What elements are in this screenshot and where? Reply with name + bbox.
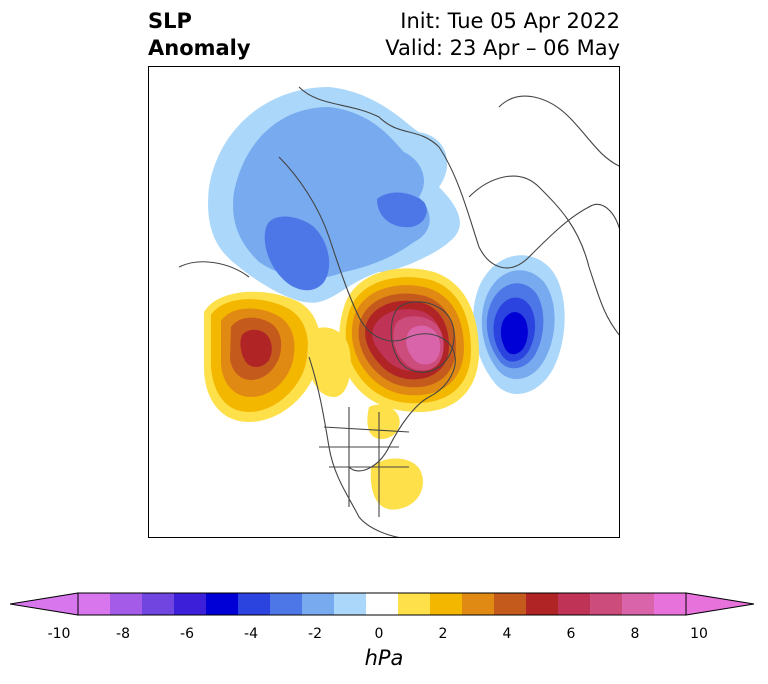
colorbar-tick-label: -4 bbox=[244, 626, 258, 642]
colorbar-tick-label: 6 bbox=[566, 626, 576, 642]
colorbar-tick-label: -2 bbox=[308, 626, 322, 642]
colorbar-segment bbox=[526, 593, 559, 615]
colorbar bbox=[10, 592, 755, 616]
positive-anomaly-pacific bbox=[204, 291, 321, 422]
colorbar-segment bbox=[334, 593, 367, 615]
colorbar-segment bbox=[590, 593, 623, 615]
colorbar-segment bbox=[558, 593, 591, 615]
colorbar-segment bbox=[462, 593, 495, 615]
colorbar-segment bbox=[302, 593, 335, 615]
colorbar-tick-label: -6 bbox=[180, 626, 194, 642]
negative-anomaly-arctic bbox=[208, 87, 460, 303]
init-date: Init: Tue 05 Apr 2022 bbox=[400, 9, 620, 33]
colorbar-tick-label: 4 bbox=[502, 626, 512, 642]
colorbar-tick-label: -8 bbox=[116, 626, 130, 642]
colorbar-segment bbox=[270, 593, 303, 615]
colorbar-unit-label: hPa bbox=[364, 646, 404, 670]
colorbar-segment bbox=[398, 593, 431, 615]
colorbar-segment bbox=[206, 593, 239, 615]
title-line-anomaly: Anomaly bbox=[148, 36, 251, 60]
colorbar-tick-label: -10 bbox=[47, 626, 71, 642]
colorbar-tick-label: 2 bbox=[438, 626, 448, 642]
coastlines bbox=[178, 86, 619, 537]
colorbar-segment bbox=[78, 593, 111, 615]
colorbar-extend-low bbox=[10, 593, 78, 615]
colorbar-segment bbox=[142, 593, 175, 615]
colorbar-segment bbox=[110, 593, 143, 615]
negative-anomaly-atlantic bbox=[473, 255, 565, 394]
colorbar-segment bbox=[366, 593, 399, 615]
positive-anomaly-us bbox=[307, 327, 423, 510]
map-panel bbox=[148, 66, 620, 538]
map-title: SLP Anomaly bbox=[148, 8, 251, 62]
colorbar-tick-label: 10 bbox=[690, 626, 708, 642]
title-line-slp: SLP bbox=[148, 9, 192, 33]
colorbar-low-outline bbox=[10, 592, 79, 616]
positive-anomaly-greenland bbox=[339, 268, 479, 412]
colorbar-segment bbox=[174, 593, 207, 615]
colorbar-segment bbox=[430, 593, 463, 615]
valid-range: Valid: 23 Apr – 06 May bbox=[385, 36, 620, 60]
colorbar-segment bbox=[622, 593, 655, 615]
colorbar-extend-high bbox=[686, 593, 754, 615]
colorbar-tick-label: 0 bbox=[374, 626, 384, 642]
date-info: Init: Tue 05 Apr 2022 Valid: 23 Apr – 06… bbox=[385, 8, 620, 62]
colorbar-segment bbox=[494, 593, 527, 615]
colorbar-high-outline bbox=[685, 592, 755, 616]
colorbar-segment bbox=[654, 593, 687, 615]
colorbar-tick-label: 8 bbox=[630, 626, 640, 642]
slp-anomaly-map bbox=[178, 86, 619, 537]
colorbar-segment bbox=[238, 593, 271, 615]
